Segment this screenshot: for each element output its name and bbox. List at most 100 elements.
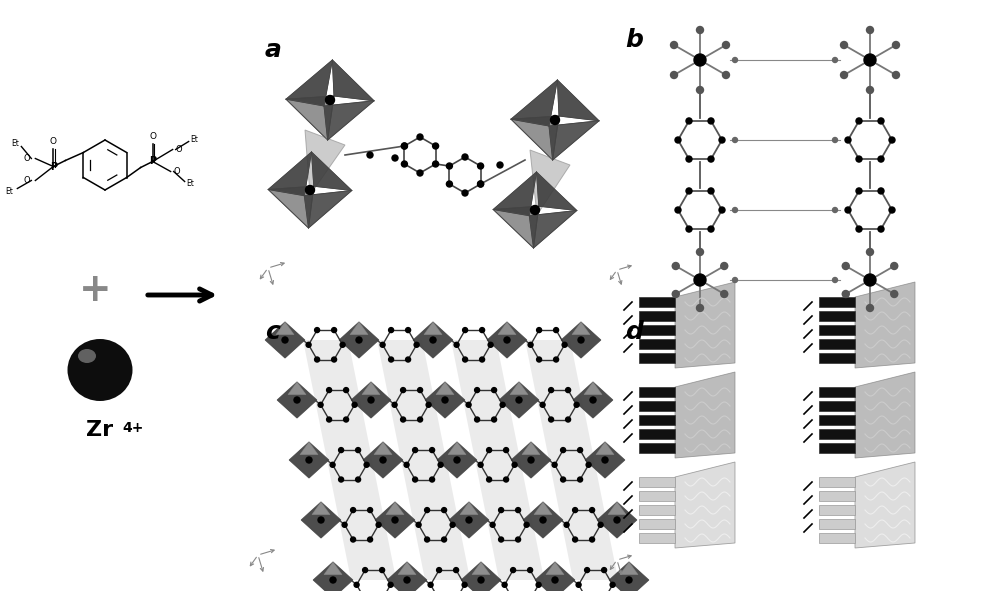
- Circle shape: [528, 567, 533, 573]
- Bar: [819, 401, 855, 411]
- Polygon shape: [301, 502, 341, 538]
- Polygon shape: [460, 502, 478, 515]
- Polygon shape: [312, 502, 330, 515]
- Text: P: P: [149, 157, 156, 167]
- Circle shape: [732, 138, 738, 142]
- Polygon shape: [386, 502, 404, 515]
- Circle shape: [330, 577, 336, 583]
- Circle shape: [550, 115, 560, 125]
- Text: c: c: [265, 320, 280, 344]
- Circle shape: [696, 304, 704, 311]
- Polygon shape: [855, 372, 915, 458]
- Circle shape: [478, 181, 484, 187]
- Polygon shape: [436, 382, 454, 395]
- Bar: [819, 311, 855, 321]
- Bar: [819, 353, 855, 363]
- Circle shape: [578, 447, 583, 453]
- Circle shape: [686, 188, 692, 194]
- Polygon shape: [277, 382, 317, 418]
- Circle shape: [326, 96, 334, 105]
- Circle shape: [401, 417, 406, 422]
- Bar: [819, 429, 855, 439]
- Polygon shape: [472, 562, 490, 574]
- Circle shape: [708, 188, 714, 194]
- Polygon shape: [350, 322, 368, 335]
- Circle shape: [492, 417, 497, 422]
- Circle shape: [626, 577, 632, 583]
- Circle shape: [330, 462, 335, 467]
- Polygon shape: [557, 80, 599, 121]
- Circle shape: [490, 522, 495, 527]
- Circle shape: [537, 357, 542, 362]
- Text: P: P: [50, 161, 57, 171]
- Polygon shape: [523, 502, 563, 538]
- Polygon shape: [425, 382, 465, 418]
- Circle shape: [864, 54, 876, 66]
- Bar: [819, 477, 855, 487]
- Circle shape: [708, 156, 714, 162]
- Circle shape: [480, 327, 485, 333]
- Circle shape: [719, 207, 725, 213]
- Circle shape: [351, 508, 356, 512]
- Circle shape: [566, 388, 571, 392]
- Polygon shape: [286, 60, 332, 106]
- Circle shape: [845, 137, 851, 143]
- Circle shape: [404, 577, 410, 583]
- Circle shape: [428, 582, 433, 587]
- Bar: [639, 297, 675, 307]
- Polygon shape: [549, 460, 606, 520]
- Bar: [639, 387, 675, 397]
- Circle shape: [892, 72, 899, 79]
- Circle shape: [438, 462, 443, 467]
- Circle shape: [864, 274, 876, 286]
- Circle shape: [552, 462, 557, 467]
- Circle shape: [530, 206, 540, 215]
- Circle shape: [363, 567, 368, 573]
- Bar: [639, 311, 675, 321]
- Circle shape: [404, 462, 409, 467]
- Polygon shape: [499, 382, 539, 418]
- Polygon shape: [288, 382, 306, 395]
- Polygon shape: [572, 322, 590, 335]
- Polygon shape: [525, 340, 582, 400]
- Circle shape: [842, 262, 849, 269]
- Circle shape: [610, 582, 615, 587]
- Polygon shape: [387, 562, 427, 591]
- Circle shape: [462, 190, 468, 196]
- Circle shape: [732, 278, 738, 282]
- Circle shape: [356, 477, 361, 482]
- Bar: [639, 429, 675, 439]
- Polygon shape: [561, 322, 601, 358]
- Polygon shape: [561, 520, 618, 580]
- Circle shape: [722, 41, 729, 48]
- Circle shape: [437, 567, 442, 573]
- Circle shape: [392, 155, 398, 161]
- Circle shape: [574, 402, 579, 407]
- Bar: [819, 519, 855, 529]
- Circle shape: [511, 567, 516, 573]
- Polygon shape: [522, 442, 540, 454]
- Circle shape: [478, 577, 484, 583]
- Circle shape: [832, 57, 838, 63]
- Circle shape: [414, 342, 419, 348]
- Bar: [819, 491, 855, 501]
- Polygon shape: [475, 460, 532, 520]
- Circle shape: [497, 162, 503, 168]
- Circle shape: [866, 304, 874, 311]
- Circle shape: [504, 337, 510, 343]
- Circle shape: [354, 582, 359, 587]
- Polygon shape: [303, 340, 360, 400]
- Polygon shape: [537, 400, 594, 460]
- Polygon shape: [375, 502, 415, 538]
- Circle shape: [694, 54, 706, 66]
- Circle shape: [442, 537, 447, 542]
- Circle shape: [598, 522, 603, 527]
- Circle shape: [478, 163, 484, 169]
- Circle shape: [430, 477, 435, 482]
- Polygon shape: [265, 322, 305, 358]
- Circle shape: [516, 397, 522, 403]
- Circle shape: [675, 207, 681, 213]
- Polygon shape: [511, 442, 551, 478]
- Circle shape: [891, 291, 898, 297]
- Circle shape: [671, 41, 678, 48]
